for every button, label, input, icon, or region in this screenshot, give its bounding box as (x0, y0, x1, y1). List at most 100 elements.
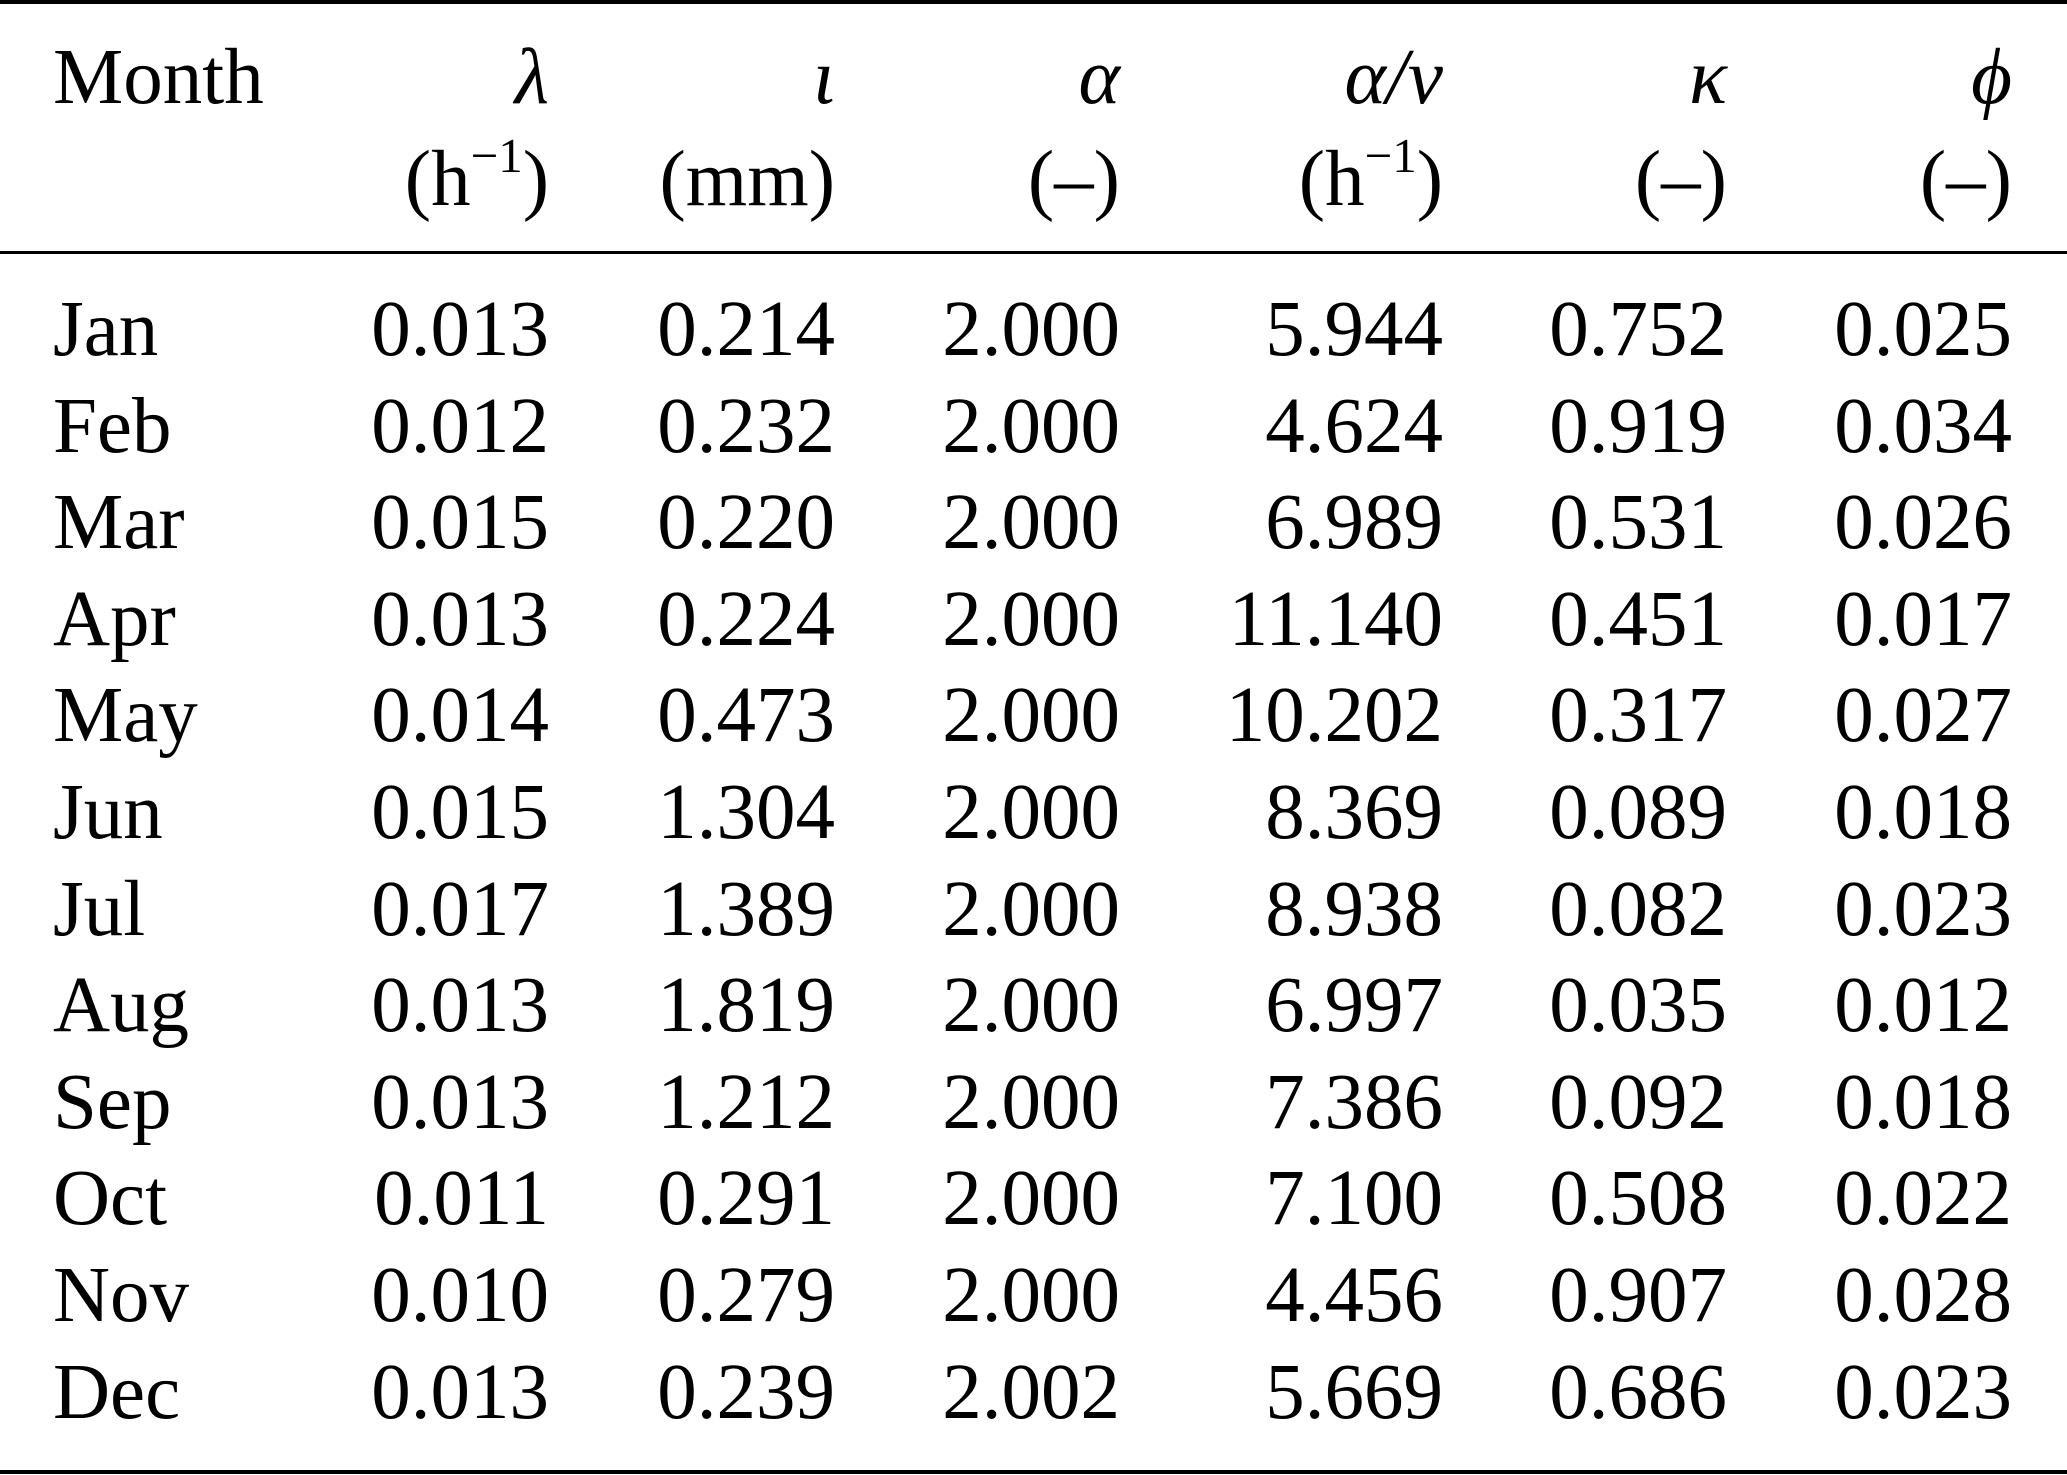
table-row-month: Nov (53, 1252, 190, 1339)
table-cell-alpha-over-nu: 6.997 (1265, 962, 1443, 1049)
table-cell-alpha: 2.000 (942, 962, 1120, 1049)
header-kappa-unit: (–) (1635, 140, 1727, 219)
unit-exponent: −1 (1364, 128, 1417, 184)
table-cell-lambda: 0.017 (371, 866, 549, 953)
table-cell-lambda: 0.013 (371, 576, 549, 663)
table-cell-alpha: 2.000 (942, 672, 1120, 759)
table-row-month: May (53, 672, 198, 759)
table-row-month: Jun (53, 769, 163, 856)
table-cell-phi: 0.028 (1834, 1252, 2012, 1339)
table-cell-lambda: 0.015 (371, 769, 549, 856)
table-row-month: Dec (53, 1349, 181, 1436)
table-cell-alpha: 2.000 (942, 383, 1120, 470)
header-alpha-symbol: α (1078, 34, 1120, 121)
table-cell-alpha-over-nu: 8.938 (1265, 866, 1443, 953)
table-cell-alpha-over-nu: 6.989 (1265, 479, 1443, 566)
header-alpha-over-nu-symbol: α/ν (1344, 34, 1443, 121)
table-cell-iota: 1.304 (657, 769, 835, 856)
table-header-rule (0, 251, 2067, 254)
header-month: Month (53, 34, 264, 121)
unit-base: (h (1298, 136, 1365, 223)
header-phi-symbol: ϕ (1971, 34, 2012, 121)
table-cell-iota: 0.224 (657, 576, 835, 663)
table-cell-alpha-over-nu: 7.100 (1265, 1155, 1443, 1242)
unit-tail: ) (522, 136, 549, 223)
table-cell-alpha-over-nu: 10.202 (1225, 672, 1443, 759)
table-cell-alpha: 2.000 (942, 769, 1120, 856)
table-cell-kappa: 0.907 (1549, 1252, 1727, 1339)
table-cell-iota: 0.279 (657, 1252, 835, 1339)
table-cell-alpha: 2.000 (942, 576, 1120, 663)
table-cell-kappa: 0.508 (1549, 1155, 1727, 1242)
header-iota-symbol: ι (813, 34, 835, 121)
table-cell-alpha: 2.000 (942, 1155, 1120, 1242)
table-cell-iota: 1.389 (657, 866, 835, 953)
table-cell-kappa: 0.035 (1549, 962, 1727, 1049)
table-row-month: Feb (53, 383, 172, 470)
header-lambda-unit: (h−1) (405, 131, 549, 219)
table-cell-iota: 0.239 (657, 1349, 835, 1436)
table-cell-kappa: 0.752 (1549, 286, 1727, 373)
table-cell-phi: 0.026 (1834, 479, 2012, 566)
header-kappa-symbol: κ (1689, 34, 1727, 121)
table-bottom-rule (0, 1470, 2067, 1474)
table-cell-phi: 0.025 (1834, 286, 2012, 373)
table-cell-alpha-over-nu: 4.456 (1265, 1252, 1443, 1339)
table-cell-alpha: 2.000 (942, 1059, 1120, 1146)
unit-base: (h (404, 136, 471, 223)
header-alpha-unit: (–) (1028, 140, 1120, 219)
table-cell-alpha: 2.000 (942, 479, 1120, 566)
table-cell-lambda: 0.015 (371, 479, 549, 566)
table-cell-kappa: 0.919 (1549, 383, 1727, 470)
table-cell-alpha: 2.000 (942, 286, 1120, 373)
table-cell-phi: 0.022 (1834, 1155, 2012, 1242)
table-cell-phi: 0.012 (1834, 962, 2012, 1049)
table-cell-lambda: 0.013 (371, 286, 549, 373)
table-cell-alpha-over-nu: 4.624 (1265, 383, 1443, 470)
table-cell-iota: 0.214 (657, 286, 835, 373)
header-phi-unit: (–) (1920, 140, 2012, 219)
table-cell-kappa: 0.092 (1549, 1059, 1727, 1146)
table-cell-iota: 1.212 (657, 1059, 835, 1146)
table-cell-lambda: 0.013 (371, 962, 549, 1049)
table-cell-lambda: 0.012 (371, 383, 549, 470)
table-cell-phi: 0.023 (1834, 866, 2012, 953)
table-row-month: Mar (53, 479, 185, 566)
table-cell-iota: 0.232 (657, 383, 835, 470)
table-cell-kappa: 0.082 (1549, 866, 1727, 953)
table-cell-alpha-over-nu: 5.669 (1265, 1349, 1443, 1436)
table-cell-phi: 0.018 (1834, 1059, 2012, 1146)
table-cell-phi: 0.018 (1834, 769, 2012, 856)
table-cell-lambda: 0.013 (371, 1059, 549, 1146)
table-cell-kappa: 0.089 (1549, 769, 1727, 856)
table-cell-iota: 0.473 (657, 672, 835, 759)
table-cell-lambda: 0.013 (371, 1349, 549, 1436)
table-cell-alpha: 2.000 (942, 866, 1120, 953)
table-cell-kappa: 0.451 (1549, 576, 1727, 663)
table-row-month: Sep (53, 1059, 172, 1146)
table-cell-lambda: 0.011 (374, 1155, 549, 1242)
unit-tail: ) (1416, 136, 1443, 223)
table-cell-lambda: 0.014 (371, 672, 549, 759)
table-cell-iota: 0.220 (657, 479, 835, 566)
table-cell-alpha: 2.000 (942, 1252, 1120, 1339)
table-cell-phi: 0.034 (1834, 383, 2012, 470)
table-cell-alpha-over-nu: 11.140 (1228, 576, 1443, 663)
table-cell-phi: 0.027 (1834, 672, 2012, 759)
header-alpha-over-nu-unit: (h−1) (1299, 131, 1443, 219)
table-row-month: Jan (53, 286, 159, 373)
table-row-month: Jul (53, 866, 146, 953)
table-cell-alpha-over-nu: 8.369 (1265, 769, 1443, 856)
table-row-month: Aug (53, 962, 190, 1049)
table-cell-iota: 0.291 (657, 1155, 835, 1242)
unit-base: (–) (1919, 136, 2012, 223)
table-row-month: Apr (53, 576, 176, 663)
table-cell-lambda: 0.010 (371, 1252, 549, 1339)
unit-base: (–) (1634, 136, 1727, 223)
table-cell-phi: 0.017 (1834, 576, 2012, 663)
table-top-rule (0, 0, 2067, 4)
unit-exponent: −1 (470, 128, 523, 184)
table-cell-alpha-over-nu: 5.944 (1265, 286, 1443, 373)
header-lambda-symbol: λ (514, 34, 549, 121)
table-cell-alpha-over-nu: 7.386 (1265, 1059, 1443, 1146)
